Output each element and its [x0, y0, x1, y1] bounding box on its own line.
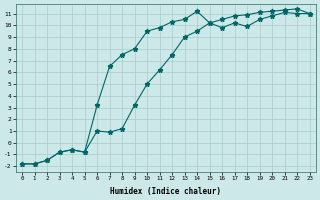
X-axis label: Humidex (Indice chaleur): Humidex (Indice chaleur) — [110, 187, 221, 196]
